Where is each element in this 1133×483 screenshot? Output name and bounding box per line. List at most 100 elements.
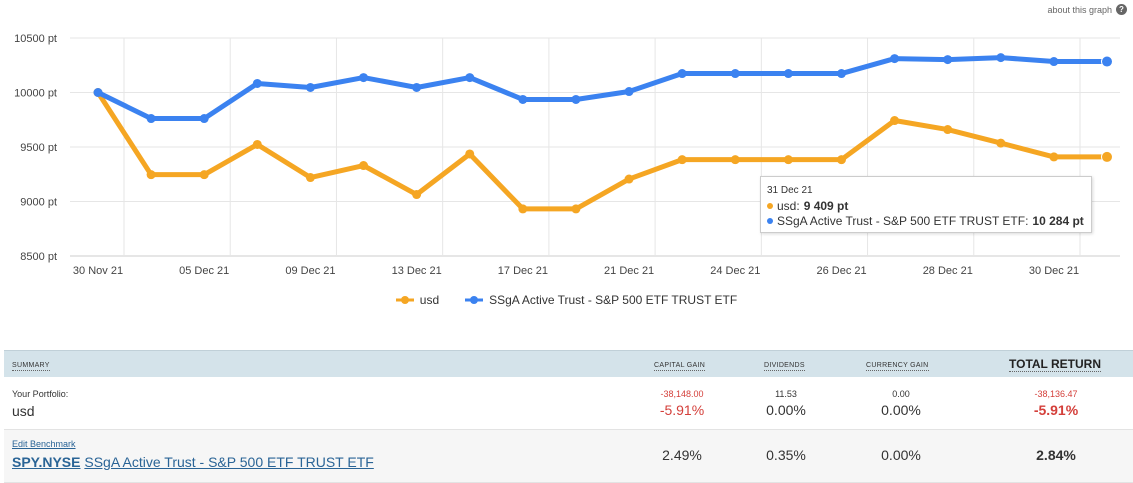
chart-legend: usd SSgA Active Trust - S&P 500 ETF TRUS… — [0, 293, 1133, 307]
series-point-1 — [1101, 55, 1113, 68]
series-point-1 — [412, 82, 422, 92]
series-point-0 — [943, 125, 953, 135]
series-point-1 — [571, 94, 581, 104]
x-tick-label: 21 Dec 21 — [604, 265, 654, 277]
x-tick-label: 28 Dec 21 — [923, 265, 973, 277]
series-point-0 — [730, 155, 740, 165]
y-tick-label: 9500 pt — [20, 142, 57, 154]
y-tick-label: 9000 pt — [20, 197, 57, 209]
portfolio-total-pct: -5.91% — [1033, 402, 1079, 418]
about-graph[interactable]: about this graph ? — [1047, 4, 1127, 15]
series-point-0 — [359, 161, 369, 171]
series-point-0 — [571, 204, 581, 214]
header-capital-gain[interactable]: CAPITAL GAIN — [654, 362, 706, 371]
portfolio-capital-gain-abs: -38,148.00 — [660, 389, 704, 399]
summary-header-row: SUMMARY CAPITAL GAIN DIVIDENDS CURRENCY … — [4, 350, 1133, 377]
benchmark-capital-gain-pct: 2.49% — [662, 447, 702, 463]
tooltip-date: 31 Dec 21 — [767, 185, 813, 196]
series-point-1 — [465, 73, 475, 83]
summary-table: SUMMARY CAPITAL GAIN DIVIDENDS CURRENCY … — [4, 350, 1133, 483]
tooltip-benchmark-value: 10 284 pt — [1032, 214, 1084, 228]
benchmark-currency-pct: 0.00% — [881, 447, 921, 463]
x-tick-label: 30 Nov 21 — [73, 265, 123, 277]
benchmark-row: Edit Benchmark SPY.NYSE SSgA Active Trus… — [4, 430, 1133, 483]
series-point-0 — [518, 204, 528, 214]
y-tick-label: 10500 pt — [14, 33, 57, 45]
series-point-1 — [996, 53, 1006, 63]
series-point-0 — [465, 149, 475, 159]
about-graph-link[interactable]: about this graph — [1047, 4, 1112, 15]
portfolio-currency-abs: 0.00 — [892, 389, 910, 399]
x-tick-label: 09 Dec 21 — [285, 265, 335, 277]
series-point-0 — [783, 155, 793, 165]
benchmark-ticker-link[interactable]: SPY.NYSE — [12, 454, 81, 470]
series-point-0 — [146, 170, 156, 180]
series-point-0 — [996, 138, 1006, 148]
tooltip-row-usd: usd: 9 409 pt — [767, 199, 848, 213]
series-point-0 — [1049, 152, 1059, 162]
tooltip-benchmark-label: SSgA Active Trust - S&P 500 ETF TRUST ET… — [777, 214, 1029, 228]
benchmark-name-link[interactable]: SSgA Active Trust - S&P 500 ETF TRUST ET… — [84, 454, 374, 470]
legend-item-benchmark[interactable]: SSgA Active Trust - S&P 500 ETF TRUST ET… — [465, 293, 737, 307]
tooltip-row-benchmark: SSgA Active Trust - S&P 500 ETF TRUST ET… — [767, 214, 1084, 228]
series-line-0 — [95, 90, 1110, 212]
series-point-0 — [677, 155, 687, 165]
series-point-1 — [783, 69, 793, 79]
series-point-0 — [252, 139, 262, 149]
header-currency-gain[interactable]: CURRENCY GAIN — [866, 362, 929, 371]
benchmark-dividends-pct: 0.35% — [766, 447, 806, 463]
series-point-1 — [624, 87, 634, 97]
portfolio-label: Your Portfolio: — [12, 389, 69, 399]
series-point-0 — [624, 174, 634, 184]
legend-item-usd[interactable]: usd — [395, 293, 440, 307]
header-total-return[interactable]: TOTAL RETURN — [1009, 357, 1101, 372]
series-point-1 — [730, 69, 740, 79]
series-point-1 — [199, 114, 209, 124]
series-point-1 — [146, 114, 156, 124]
portfolio-dividends-abs: 11.53 — [775, 389, 797, 399]
series-point-1 — [836, 69, 846, 79]
series-point-1 — [890, 54, 900, 64]
series-point-1 — [943, 55, 953, 65]
series-point-1 — [305, 82, 315, 92]
series-point-1 — [677, 69, 687, 79]
series-point-0 — [1101, 150, 1113, 163]
x-tick-label: 24 Dec 21 — [710, 265, 760, 277]
x-tick-label: 05 Dec 21 — [179, 265, 229, 277]
series-line-1 — [95, 55, 1110, 122]
series-point-1 — [518, 94, 528, 104]
tooltip-dot-usd — [767, 203, 773, 209]
header-summary: SUMMARY — [12, 362, 50, 371]
y-tick-label: 10000 pt — [14, 88, 57, 100]
portfolio-total-abs: -38,136.47 — [1034, 389, 1078, 399]
tooltip-dot-benchmark — [767, 218, 773, 224]
legend-marker-benchmark-icon — [465, 296, 484, 304]
edit-benchmark-link[interactable]: Edit Benchmark — [12, 439, 76, 449]
x-tick-label: 26 Dec 21 — [816, 265, 866, 277]
line-chart: 8500 pt 9000 pt 9500 pt 10000 pt 10500 pt 30 … — [14, 33, 1120, 277]
benchmark-total-pct: 2.84% — [1036, 447, 1076, 463]
series-point-1 — [1049, 57, 1059, 67]
series-point-0 — [836, 155, 846, 165]
x-tick-label: 30 Dec 21 — [1029, 265, 1079, 277]
benchmark-title: SPY.NYSE SSgA Active Trust - S&P 500 ETF… — [12, 454, 374, 470]
legend-label-benchmark: SSgA Active Trust - S&P 500 ETF TRUST ET… — [489, 293, 738, 307]
y-tick-label: 8500 pt — [20, 251, 57, 263]
tooltip-usd-value: 9 409 pt — [803, 199, 849, 213]
chart-tooltip: 31 Dec 21 usd: 9 409 pt SSgA Active Trus… — [760, 176, 1092, 233]
series-point-0 — [199, 170, 209, 180]
series-point-0 — [305, 173, 315, 183]
portfolio-capital-gain-pct: -5.91% — [659, 402, 705, 418]
series-point-0 — [412, 190, 422, 200]
legend-label-usd: usd — [419, 293, 440, 307]
legend-marker-usd-icon — [395, 296, 414, 304]
series-point-0 — [890, 116, 900, 126]
help-icon[interactable]: ? — [1116, 4, 1127, 15]
portfolio-dividends-pct: 0.00% — [766, 402, 806, 418]
tooltip-usd-label: usd: — [777, 199, 800, 213]
series-point-1 — [359, 73, 369, 83]
header-dividends[interactable]: DIVIDENDS — [764, 362, 805, 371]
portfolio-currency-pct: 0.00% — [881, 402, 921, 418]
portfolio-name: usd — [12, 403, 35, 419]
x-tick-label: 17 Dec 21 — [498, 265, 548, 277]
